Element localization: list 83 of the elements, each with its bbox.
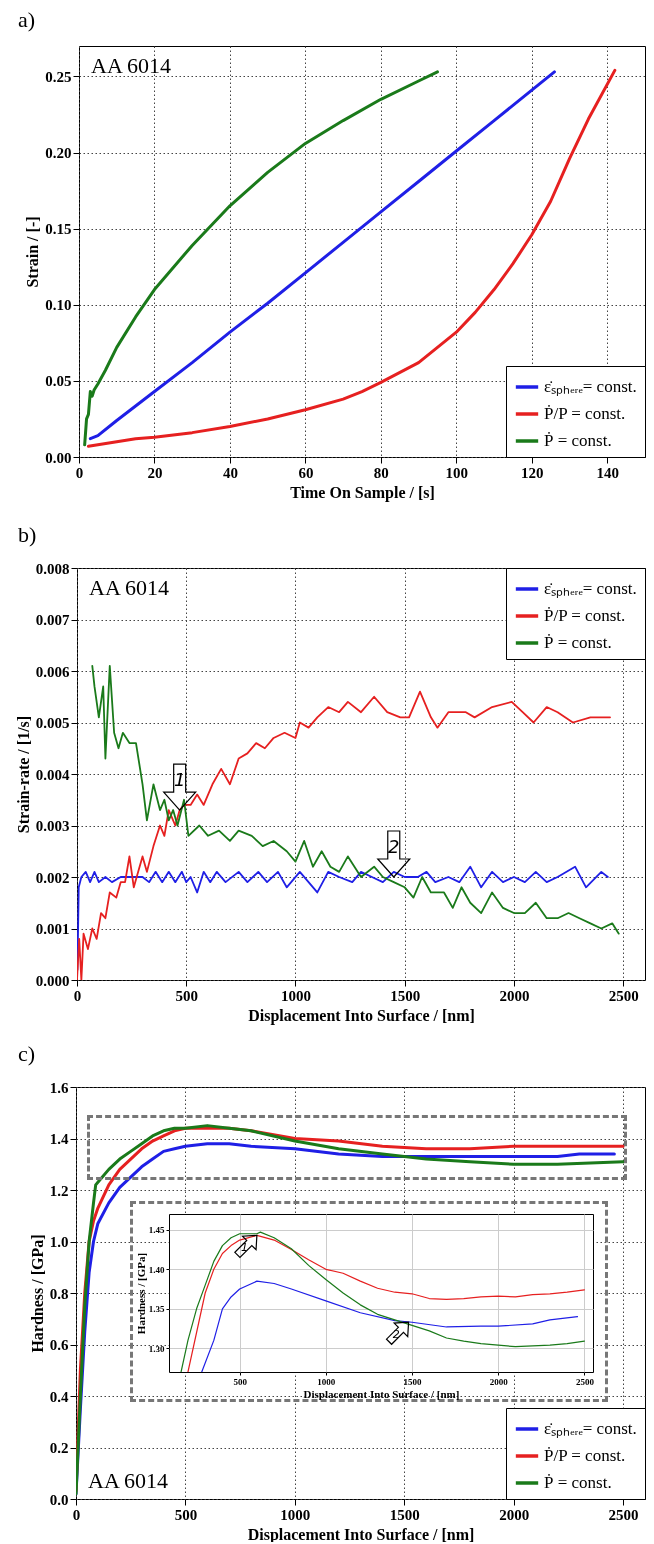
y-tick-label: 1.30 xyxy=(148,1343,165,1354)
y-tick-label: 0.007 xyxy=(35,612,70,628)
x-tick-label: 120 xyxy=(521,464,544,481)
y-tick-label: 0.20 xyxy=(45,145,72,162)
x-tick-label: 2000 xyxy=(489,1376,509,1387)
x-axis-title: Time On Sample / [s] xyxy=(290,483,435,502)
y-tick-label: 0.008 xyxy=(35,560,70,577)
y-tick-label: 0.002 xyxy=(35,869,70,886)
annotation: 2 xyxy=(392,1327,400,1341)
annotation: 1 xyxy=(241,1240,249,1254)
x-tick-label: 500 xyxy=(174,1506,198,1523)
x-tick-label: 1500 xyxy=(389,1506,420,1523)
legend-label: Ṗ = const. xyxy=(544,633,612,652)
y-tick-label: 0.05 xyxy=(45,373,72,390)
legend-label: ε̇ₛₚₕₑᵣₑ= const. xyxy=(544,1419,637,1439)
y-tick-label: 0.8 xyxy=(49,1285,69,1302)
y-tick-label: 1.40 xyxy=(148,1264,165,1275)
x-tick-label: 1000 xyxy=(280,987,311,1004)
x-tick-label: 2000 xyxy=(499,987,530,1004)
annotation: AA 6014 xyxy=(88,1468,169,1493)
y-tick-label: 1.35 xyxy=(148,1304,165,1315)
x-tick-label: 2500 xyxy=(575,1376,595,1387)
y-axis-title: Hardness / [GPa] xyxy=(134,1252,147,1335)
x-tick-label: 1500 xyxy=(390,987,421,1004)
legend-label: ε̇ₛₚₕₑᵣₑ= const. xyxy=(544,377,637,397)
y-tick-label: 1.4 xyxy=(49,1131,69,1147)
x-tick-label: 1500 xyxy=(403,1376,423,1387)
y-tick-label: 0.005 xyxy=(35,715,70,731)
x-tick-label: 0 xyxy=(75,464,84,481)
chart-title: a) xyxy=(18,7,36,32)
x-axis-title: Displacement Into Surface / [nm] xyxy=(247,1525,475,1544)
line-series xyxy=(77,690,611,980)
line-series xyxy=(91,664,620,935)
annotation: AA 6014 xyxy=(91,53,172,78)
annotation: 1 xyxy=(173,769,186,791)
x-tick-label: 80 xyxy=(373,464,389,481)
y-axis-title: Strain / [-] xyxy=(24,216,42,288)
x-tick-label: 60 xyxy=(298,464,314,481)
y-tick-label: 0.10 xyxy=(45,297,72,314)
legend-label: Ṗ/P = const. xyxy=(544,1446,626,1465)
y-tick-label: 0.006 xyxy=(35,663,70,680)
x-tick-label: 40 xyxy=(222,464,238,481)
y-axis-title: Hardness / [GPa] xyxy=(28,1234,46,1353)
chart-title: c) xyxy=(18,1041,36,1066)
chart-title: b) xyxy=(18,522,37,547)
line-series xyxy=(201,1280,579,1372)
x-tick-label: 100 xyxy=(445,464,469,481)
y-tick-label: 0.000 xyxy=(35,972,70,989)
x-tick-label: 2000 xyxy=(499,1506,530,1523)
y-tick-label: 0.2 xyxy=(49,1440,69,1456)
x-axis-title: Displacement Into Surface / [nm] xyxy=(248,1006,475,1025)
y-tick-label: 0.001 xyxy=(35,921,70,937)
x-tick-label: 2500 xyxy=(608,987,639,1004)
x-tick-label: 500 xyxy=(233,1376,248,1387)
x-tick-label: 20 xyxy=(147,464,163,481)
x-tick-label: 0 xyxy=(73,987,82,1004)
legend-label: Ṗ/P = const. xyxy=(544,404,626,423)
y-tick-label: 1.45 xyxy=(148,1225,165,1236)
x-tick-label: 500 xyxy=(175,987,198,1004)
y-axis-title: Strain-rate / [1/s] xyxy=(14,715,32,834)
legend-label: Ṗ/P = const. xyxy=(544,606,626,625)
legend-label: ε̇ₛₚₕₑᵣₑ= const. xyxy=(544,579,637,599)
x-axis-title: Displacement Into Surface / [nm] xyxy=(303,1387,460,1400)
y-tick-label: 0.0 xyxy=(49,1491,69,1508)
x-tick-label: 2500 xyxy=(608,1506,639,1523)
y-tick-label: 0.25 xyxy=(45,68,72,85)
x-tick-label: 1000 xyxy=(317,1376,336,1387)
y-tick-label: 0.003 xyxy=(35,818,70,834)
y-tick-label: 0.6 xyxy=(49,1337,69,1353)
y-tick-label: 0.15 xyxy=(45,221,72,238)
y-tick-label: 1.6 xyxy=(49,1079,69,1096)
y-tick-label: 0.00 xyxy=(45,449,72,466)
x-tick-label: 0 xyxy=(72,1506,81,1523)
annotation: 2 xyxy=(388,836,400,857)
y-tick-label: 0.4 xyxy=(49,1388,69,1405)
y-tick-label: 1.2 xyxy=(49,1182,69,1199)
legend-label: Ṗ = const. xyxy=(544,431,612,450)
y-tick-label: 1.0 xyxy=(49,1234,69,1250)
y-tick-label: 0.004 xyxy=(35,766,70,783)
legend-label: Ṗ = const. xyxy=(544,1473,612,1492)
annotation: AA 6014 xyxy=(89,575,170,600)
x-tick-label: 140 xyxy=(596,464,620,481)
x-tick-label: 1000 xyxy=(280,1506,311,1523)
